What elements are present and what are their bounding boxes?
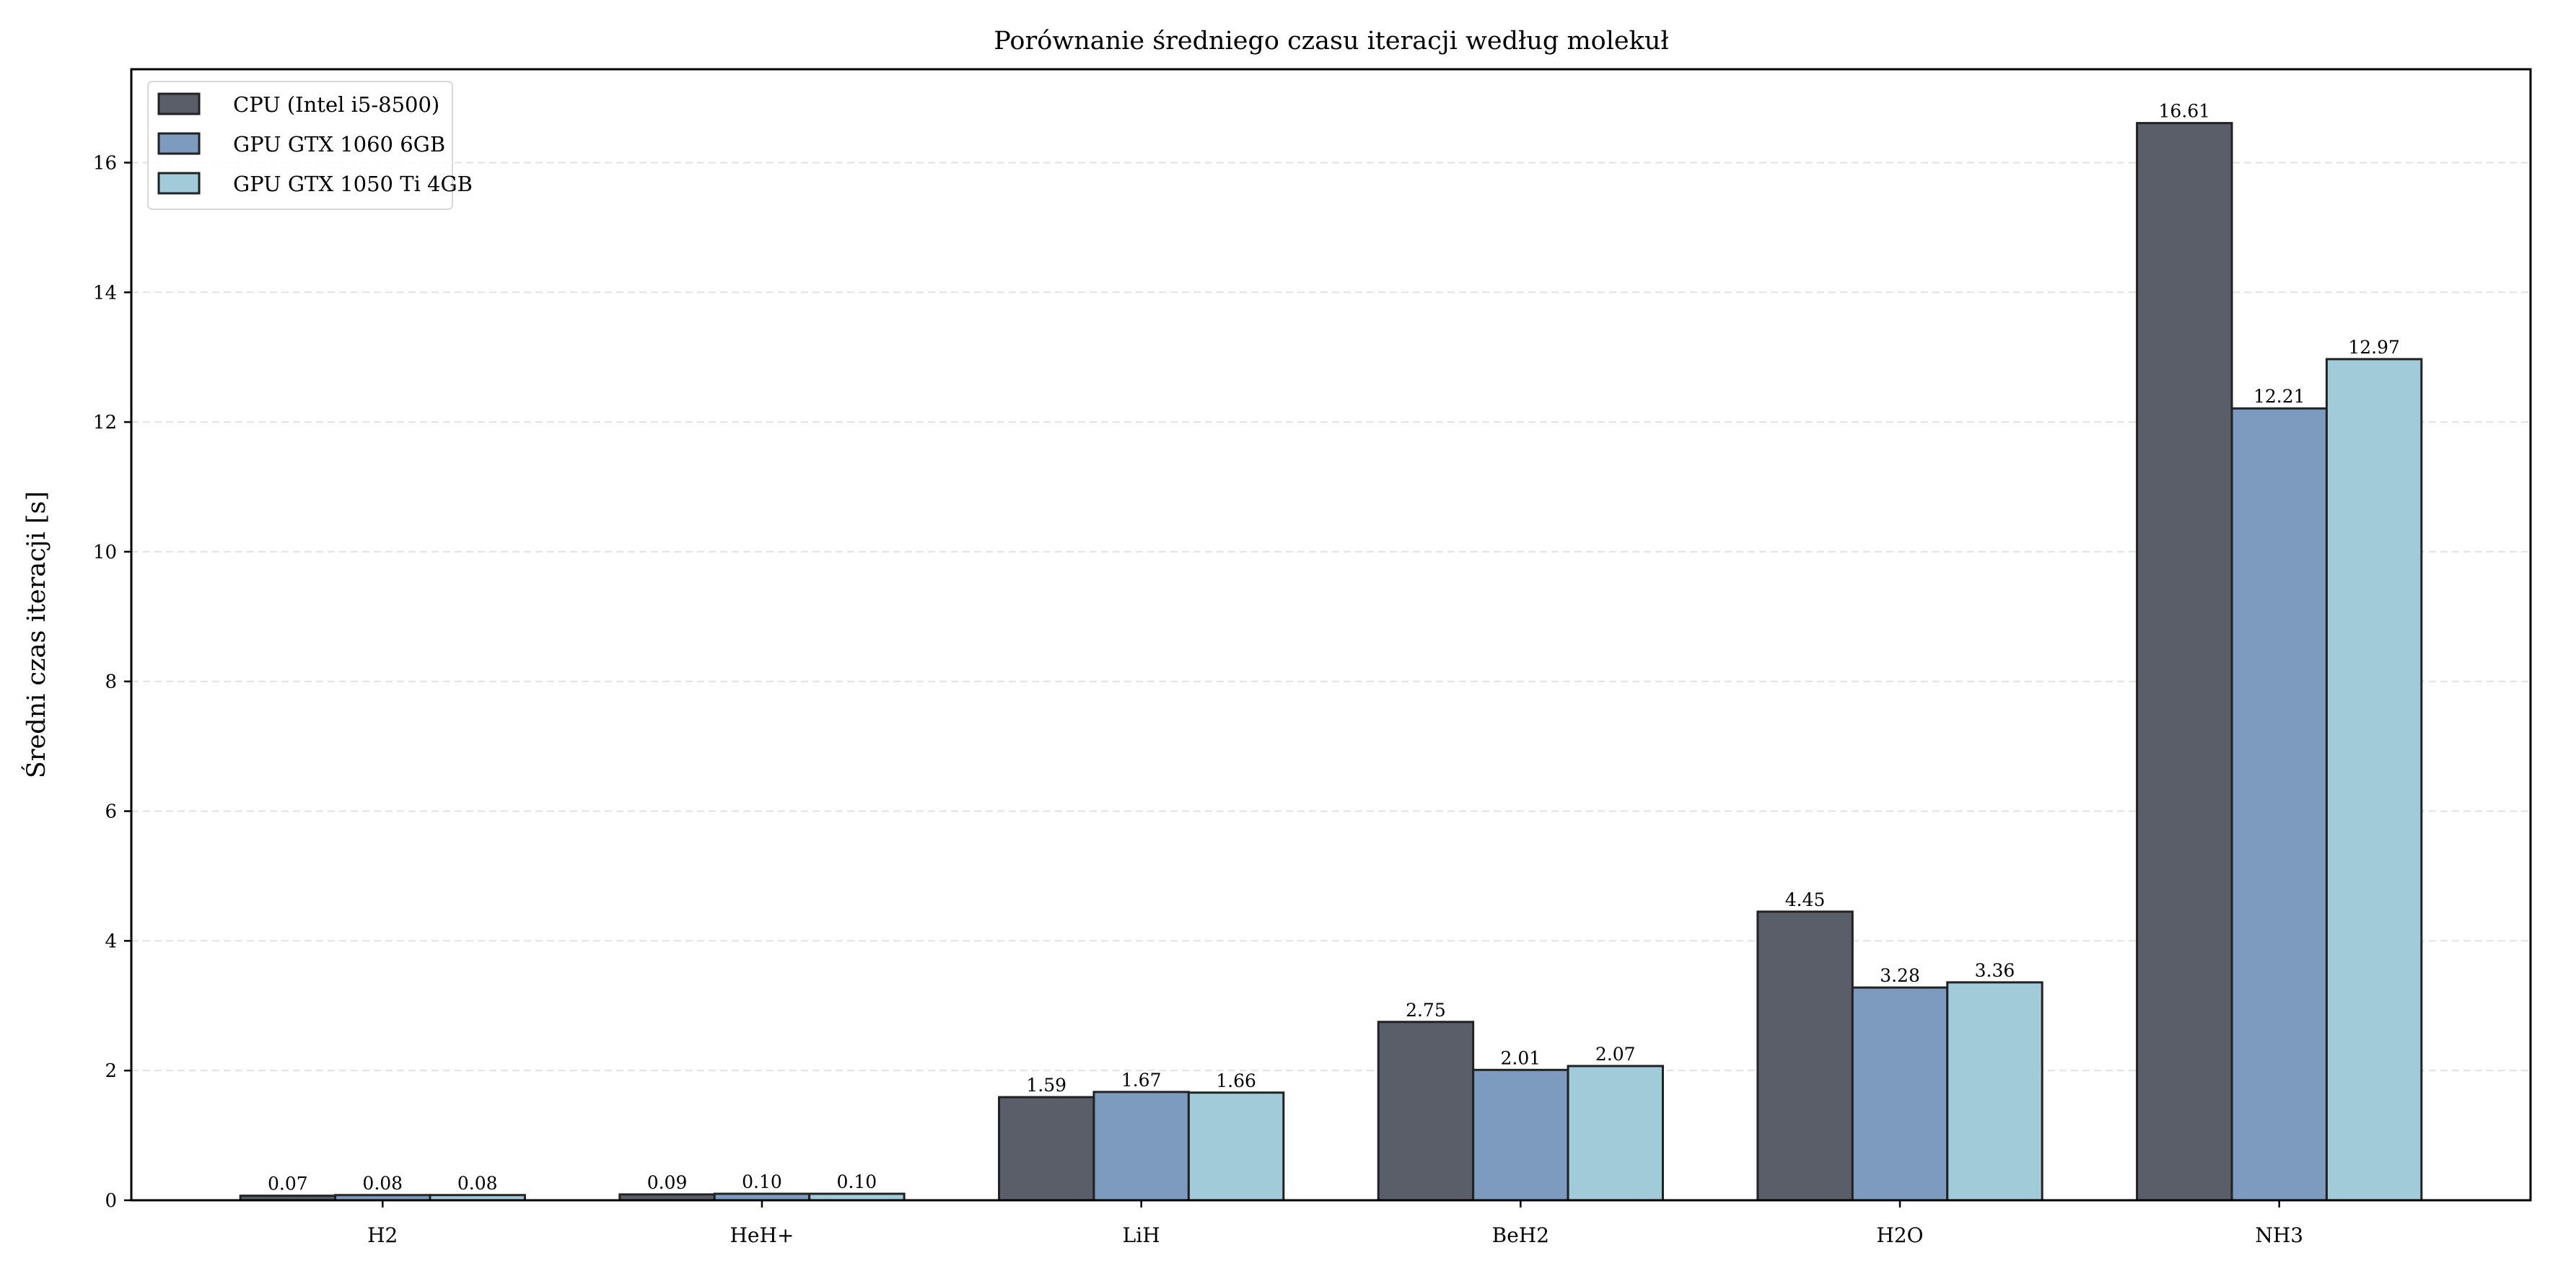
bar <box>1567 1065 1664 1202</box>
bar <box>1472 1068 1569 1202</box>
bar-value-label: 0.08 <box>362 1173 403 1194</box>
bar-value-label: 2.07 <box>1595 1044 1636 1065</box>
bar <box>2230 407 2328 1202</box>
gridlines <box>131 162 2531 1072</box>
y-tick-label: 4 <box>105 930 117 952</box>
legend-swatch <box>157 92 201 115</box>
legend-swatch <box>157 172 201 195</box>
bar-value-label: 3.36 <box>1975 960 2015 981</box>
bar-value-label: 0.08 <box>457 1173 498 1194</box>
bar-value-label: 0.10 <box>837 1171 877 1192</box>
bar-value-label: 1.67 <box>1121 1070 1162 1091</box>
bar-value-label: 12.97 <box>2348 337 2400 358</box>
legend-label: GPU GTX 1060 6GB <box>233 132 445 157</box>
bar-value-label: 1.66 <box>1216 1070 1256 1091</box>
y-tick-label: 12 <box>93 412 117 434</box>
axes: 0 2 4 6 8 10 12 14 16 H2 HeH+ LiH BeH2 H2O NH3 <box>93 68 2532 1247</box>
bar-value-label: 1.59 <box>1026 1075 1066 1096</box>
bar <box>1377 1021 1475 1202</box>
x-tick-label: BeH2 <box>1492 1223 1549 1247</box>
chart-title: Porównanie średniego czasu iteracji wedł… <box>994 27 1668 56</box>
bar <box>1092 1091 1190 1202</box>
bar-value-label: 16.61 <box>2159 101 2211 122</box>
bars <box>239 122 2423 1202</box>
bar-value-label: 3.28 <box>1880 965 1920 986</box>
y-tick-label: 2 <box>105 1060 117 1082</box>
y-tick-label: 16 <box>93 152 117 174</box>
bar-value-label: 0.07 <box>268 1174 308 1194</box>
bar <box>1946 981 2043 1202</box>
bar <box>2325 358 2423 1202</box>
x-tick-label: HeH+ <box>730 1223 794 1247</box>
bar-value-label: 12.21 <box>2253 386 2305 407</box>
legend-label: GPU GTX 1050 Ti 4GB <box>233 172 473 196</box>
x-tick-label: LiH <box>1123 1223 1160 1247</box>
bar-value-label: 2.01 <box>1501 1047 1541 1068</box>
bar-value-labels: 0.07 0.08 0.08 0.09 0.10 0.10 1.59 1.67 1.66 2.75… <box>268 101 2400 1194</box>
y-tick-label: 14 <box>93 282 117 304</box>
y-tick-label: 0 <box>105 1190 117 1212</box>
y-axis-label: Średni czas iteracji [s] <box>21 491 51 778</box>
plot-frame <box>130 68 2532 1202</box>
bar-value-label: 2.75 <box>1406 1000 1446 1021</box>
bar <box>1187 1091 1285 1202</box>
x-tick-label: H2 <box>367 1223 398 1247</box>
bar-value-label: 0.09 <box>647 1172 688 1193</box>
x-tick-label: H2O <box>1876 1223 1923 1247</box>
y-tick-label: 6 <box>105 801 117 823</box>
legend-swatch <box>157 132 201 155</box>
bar <box>1851 986 1949 1202</box>
legend: CPU (Intel i5-8500) GPU GTX 1060 6GB GPU G… <box>147 81 473 210</box>
x-tick-label: NH3 <box>2255 1223 2303 1247</box>
bar <box>998 1096 1095 1202</box>
bar <box>1756 910 1854 1202</box>
bar-value-label: 0.10 <box>742 1171 782 1192</box>
bar <box>2136 122 2233 1202</box>
legend-box <box>147 81 453 210</box>
y-tick-label: 8 <box>105 672 117 693</box>
legend-label: CPU (Intel i5-8500) <box>233 92 439 117</box>
bar-value-label: 4.45 <box>1785 889 1826 910</box>
y-tick-label: 10 <box>93 542 117 563</box>
